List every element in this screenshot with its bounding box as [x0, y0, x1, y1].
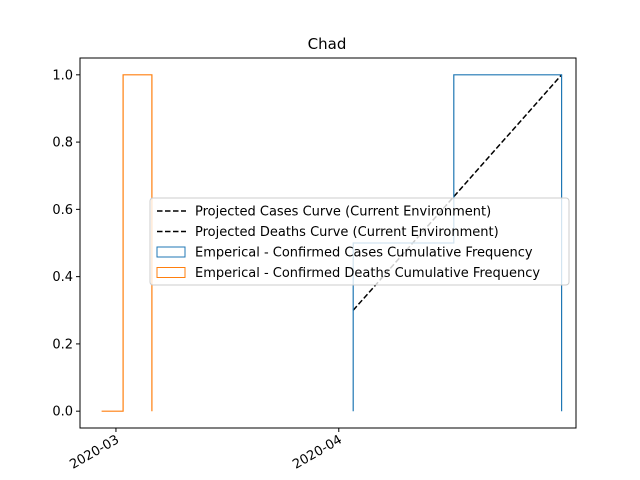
y-tick-label: 0.0 [52, 405, 73, 420]
y-tick-label: 0.8 [52, 136, 73, 151]
legend-label-4: Emperical - Confirmed Deaths Cumulative … [195, 266, 540, 281]
legend-box [149, 197, 570, 286]
legend-swatch-3 [156, 246, 186, 258]
legend: Projected Cases Curve (Current Environme… [149, 197, 570, 286]
y-tick-label: 1.0 [52, 68, 73, 83]
y-axis: 0.0 0.2 0.4 0.6 0.8 1.0 [52, 68, 80, 420]
axes-frame [79, 57, 577, 429]
chart-title: Chad [308, 35, 347, 53]
x-tick-label: 2020-03 [67, 432, 122, 472]
y-tick-label: 0.4 [52, 270, 73, 285]
x-axis: 2020-03 2020-04 [67, 428, 345, 473]
legend-swatch-4 [156, 267, 186, 278]
x-tick-label: 2020-04 [290, 432, 345, 472]
series-line-4 [101, 74, 153, 412]
legend-label-1: Projected Cases Curve (Current Environme… [195, 205, 491, 220]
legend-label-3: Emperical - Confirmed Cases Cumulative F… [195, 246, 533, 261]
legend-label-2: Projected Deaths Curve (Current Environm… [195, 225, 499, 240]
y-tick-label: 0.2 [52, 337, 73, 352]
y-tick-label: 0.6 [52, 203, 73, 218]
